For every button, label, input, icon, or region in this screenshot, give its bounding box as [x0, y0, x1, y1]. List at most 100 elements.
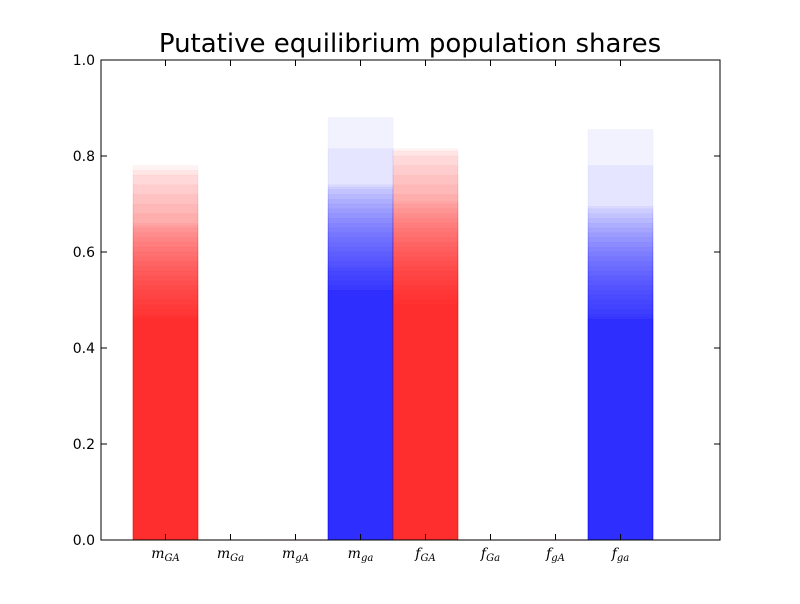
- bar-f-ga-layer-14: [587, 261, 654, 541]
- bar-m-GA-layer-6: [132, 213, 199, 541]
- bar-f-ga-layer-25: [587, 314, 654, 541]
- bar-m-ga-layer-25: [327, 285, 394, 541]
- y-tick-label: 0.8: [73, 149, 95, 165]
- bar-f-ga-layer-20: [587, 290, 654, 541]
- bar-f-ga-layer-21: [587, 294, 654, 541]
- bar-f-ga-layer-7: [587, 227, 654, 541]
- bar-f-GA-layer-0: [392, 148, 459, 541]
- bar-m-ga-layer-22: [327, 270, 394, 541]
- bar-f-ga-layer-2: [587, 206, 654, 541]
- bar-f-ga-layer-22: [587, 299, 654, 541]
- y-tick-label: 0.0: [73, 533, 95, 549]
- x-tick-label-base: m: [282, 546, 295, 562]
- bar-f-ga-layer-19: [587, 285, 654, 541]
- bar-f-GA-layer-17: [392, 246, 459, 541]
- x-tick-label-subscript: GA: [165, 553, 180, 564]
- y-tick-label: 0.4: [73, 341, 95, 357]
- bar-f-ga-layer-24: [587, 309, 654, 541]
- bar-m-GA-layer-23: [132, 294, 199, 541]
- bar-m-ga-layer-21: [327, 268, 394, 541]
- bar-f-GA-layer-28: [392, 299, 459, 541]
- bar-m-ga-layer-14: [327, 237, 394, 541]
- x-tick-label-f-ga: fga: [611, 546, 630, 564]
- bar-f-GA-layer-1: [392, 150, 459, 541]
- bar-m-ga-layer-3: [327, 186, 394, 541]
- bar-m-GA-layer-17: [132, 266, 199, 541]
- bar-m-GA-layer-3: [132, 184, 199, 541]
- bar-f-ga-layer-15: [587, 266, 654, 541]
- x-tick-label-subscript: gA: [551, 553, 565, 564]
- x-tick-label-base: m: [217, 546, 230, 562]
- bar-f-GA-layer-14: [392, 232, 459, 541]
- bar-m-GA-layer-14: [132, 251, 199, 541]
- bar-m-GA-layer-0: [132, 165, 199, 541]
- bar-m-ga-layer-13: [327, 232, 394, 541]
- bar-f-GA-layer-15: [392, 237, 459, 541]
- x-tick-label-m-ga: mga: [348, 546, 374, 564]
- bar-m-GA-layer-29: [132, 318, 199, 541]
- bar-f-GA-layer-19: [392, 256, 459, 541]
- bar-f-GA-layer-8: [392, 203, 459, 541]
- bar-f-GA-layer-9: [392, 208, 459, 541]
- bar-m-ga-layer-7: [327, 203, 394, 541]
- y-tick-label: 1.0: [73, 53, 95, 69]
- bar-m-GA-layer-5: [132, 203, 199, 541]
- bar-m-GA-layer-25: [132, 304, 199, 541]
- x-tick-label-m-Ga: mGa: [217, 546, 244, 564]
- y-axis: 0.0 0.2 0.4 0.6 0.8 1.0: [73, 53, 720, 549]
- x-tick-label-subscript: gA: [295, 553, 309, 564]
- bar-m-ga-layer-4: [327, 189, 394, 541]
- bar-f-GA-layer-29: [392, 304, 459, 541]
- bar-m-ga-layer-20: [327, 266, 394, 541]
- bar-m-ga-layer-24: [327, 280, 394, 541]
- bar-f-GA-layer-12: [392, 222, 459, 541]
- bar-m-GA-layer-27: [132, 314, 199, 541]
- bar-m-GA-layer-19: [132, 275, 199, 541]
- bar-f-GA-layer-13: [392, 227, 459, 541]
- bar-f-GA-layer-5: [392, 184, 459, 541]
- bar-f-ga-layer-9: [587, 237, 654, 541]
- bar-m-ga-layer-29: [327, 290, 394, 541]
- x-tick-label-base: f: [480, 546, 489, 562]
- bar-f-ga-layer-0: [587, 129, 654, 541]
- x-tick-label-f-Ga: fGa: [480, 546, 500, 564]
- bar-f-GA-layer-10: [392, 213, 459, 541]
- bar-m-ga-layer-2: [327, 184, 394, 541]
- x-tick-label-subscript: Ga: [230, 553, 244, 564]
- bar-f-ga-layer-17: [587, 275, 654, 541]
- bar-f-ga-layer-18: [587, 280, 654, 541]
- bar-m-GA-layer-18: [132, 270, 199, 541]
- bar-m-GA-layer-26: [132, 309, 199, 541]
- x-tick-label-base: m: [348, 546, 361, 562]
- bar-f-ga-layer-13: [587, 256, 654, 541]
- bar-f-GA-layer-2: [392, 155, 459, 541]
- bar-m-GA-layer-10: [132, 232, 199, 541]
- bar-f-GA-layer-22: [392, 270, 459, 541]
- bar-m-ga-layer-11: [327, 222, 394, 541]
- bar-m-ga-layer-1: [327, 148, 394, 541]
- bar-m-ga-layer-0: [327, 117, 394, 541]
- bar-m-GA-layer-28: [132, 316, 199, 541]
- bar-f-GA-layer-16: [392, 242, 459, 541]
- bar-f-GA-layer-24: [392, 280, 459, 541]
- bar-m-GA-layer-15: [132, 256, 199, 541]
- bar-f-ga-layer-8: [587, 232, 654, 541]
- x-tick-label-base: f: [611, 546, 620, 562]
- bar-f-GA-layer-26: [392, 290, 459, 541]
- x-tick-label-subscript: ga: [617, 553, 629, 564]
- bar-f-ga-layer-16: [587, 270, 654, 541]
- bar-f-GA-layer-27: [392, 294, 459, 541]
- x-tick-label-base: f: [414, 546, 423, 562]
- x-axis: mGA mGa mgA mga fGA fGa fgA fga: [151, 60, 629, 564]
- chart-title: Putative equilibrium population shares: [159, 29, 661, 59]
- x-tick-label-subscript: Ga: [486, 553, 500, 564]
- bar-f-ga-layer-11: [587, 246, 654, 541]
- bar-f-GA-layer-23: [392, 275, 459, 541]
- x-tick-label-m-GA: mGA: [151, 546, 180, 564]
- bar-f-GA-layer-21: [392, 266, 459, 541]
- bar-m-ga-layer-28: [327, 290, 394, 541]
- bar-f-ga-layer-1: [587, 165, 654, 541]
- bar-f-GA-layer-18: [392, 251, 459, 541]
- bar-m-GA-layer-9: [132, 227, 199, 541]
